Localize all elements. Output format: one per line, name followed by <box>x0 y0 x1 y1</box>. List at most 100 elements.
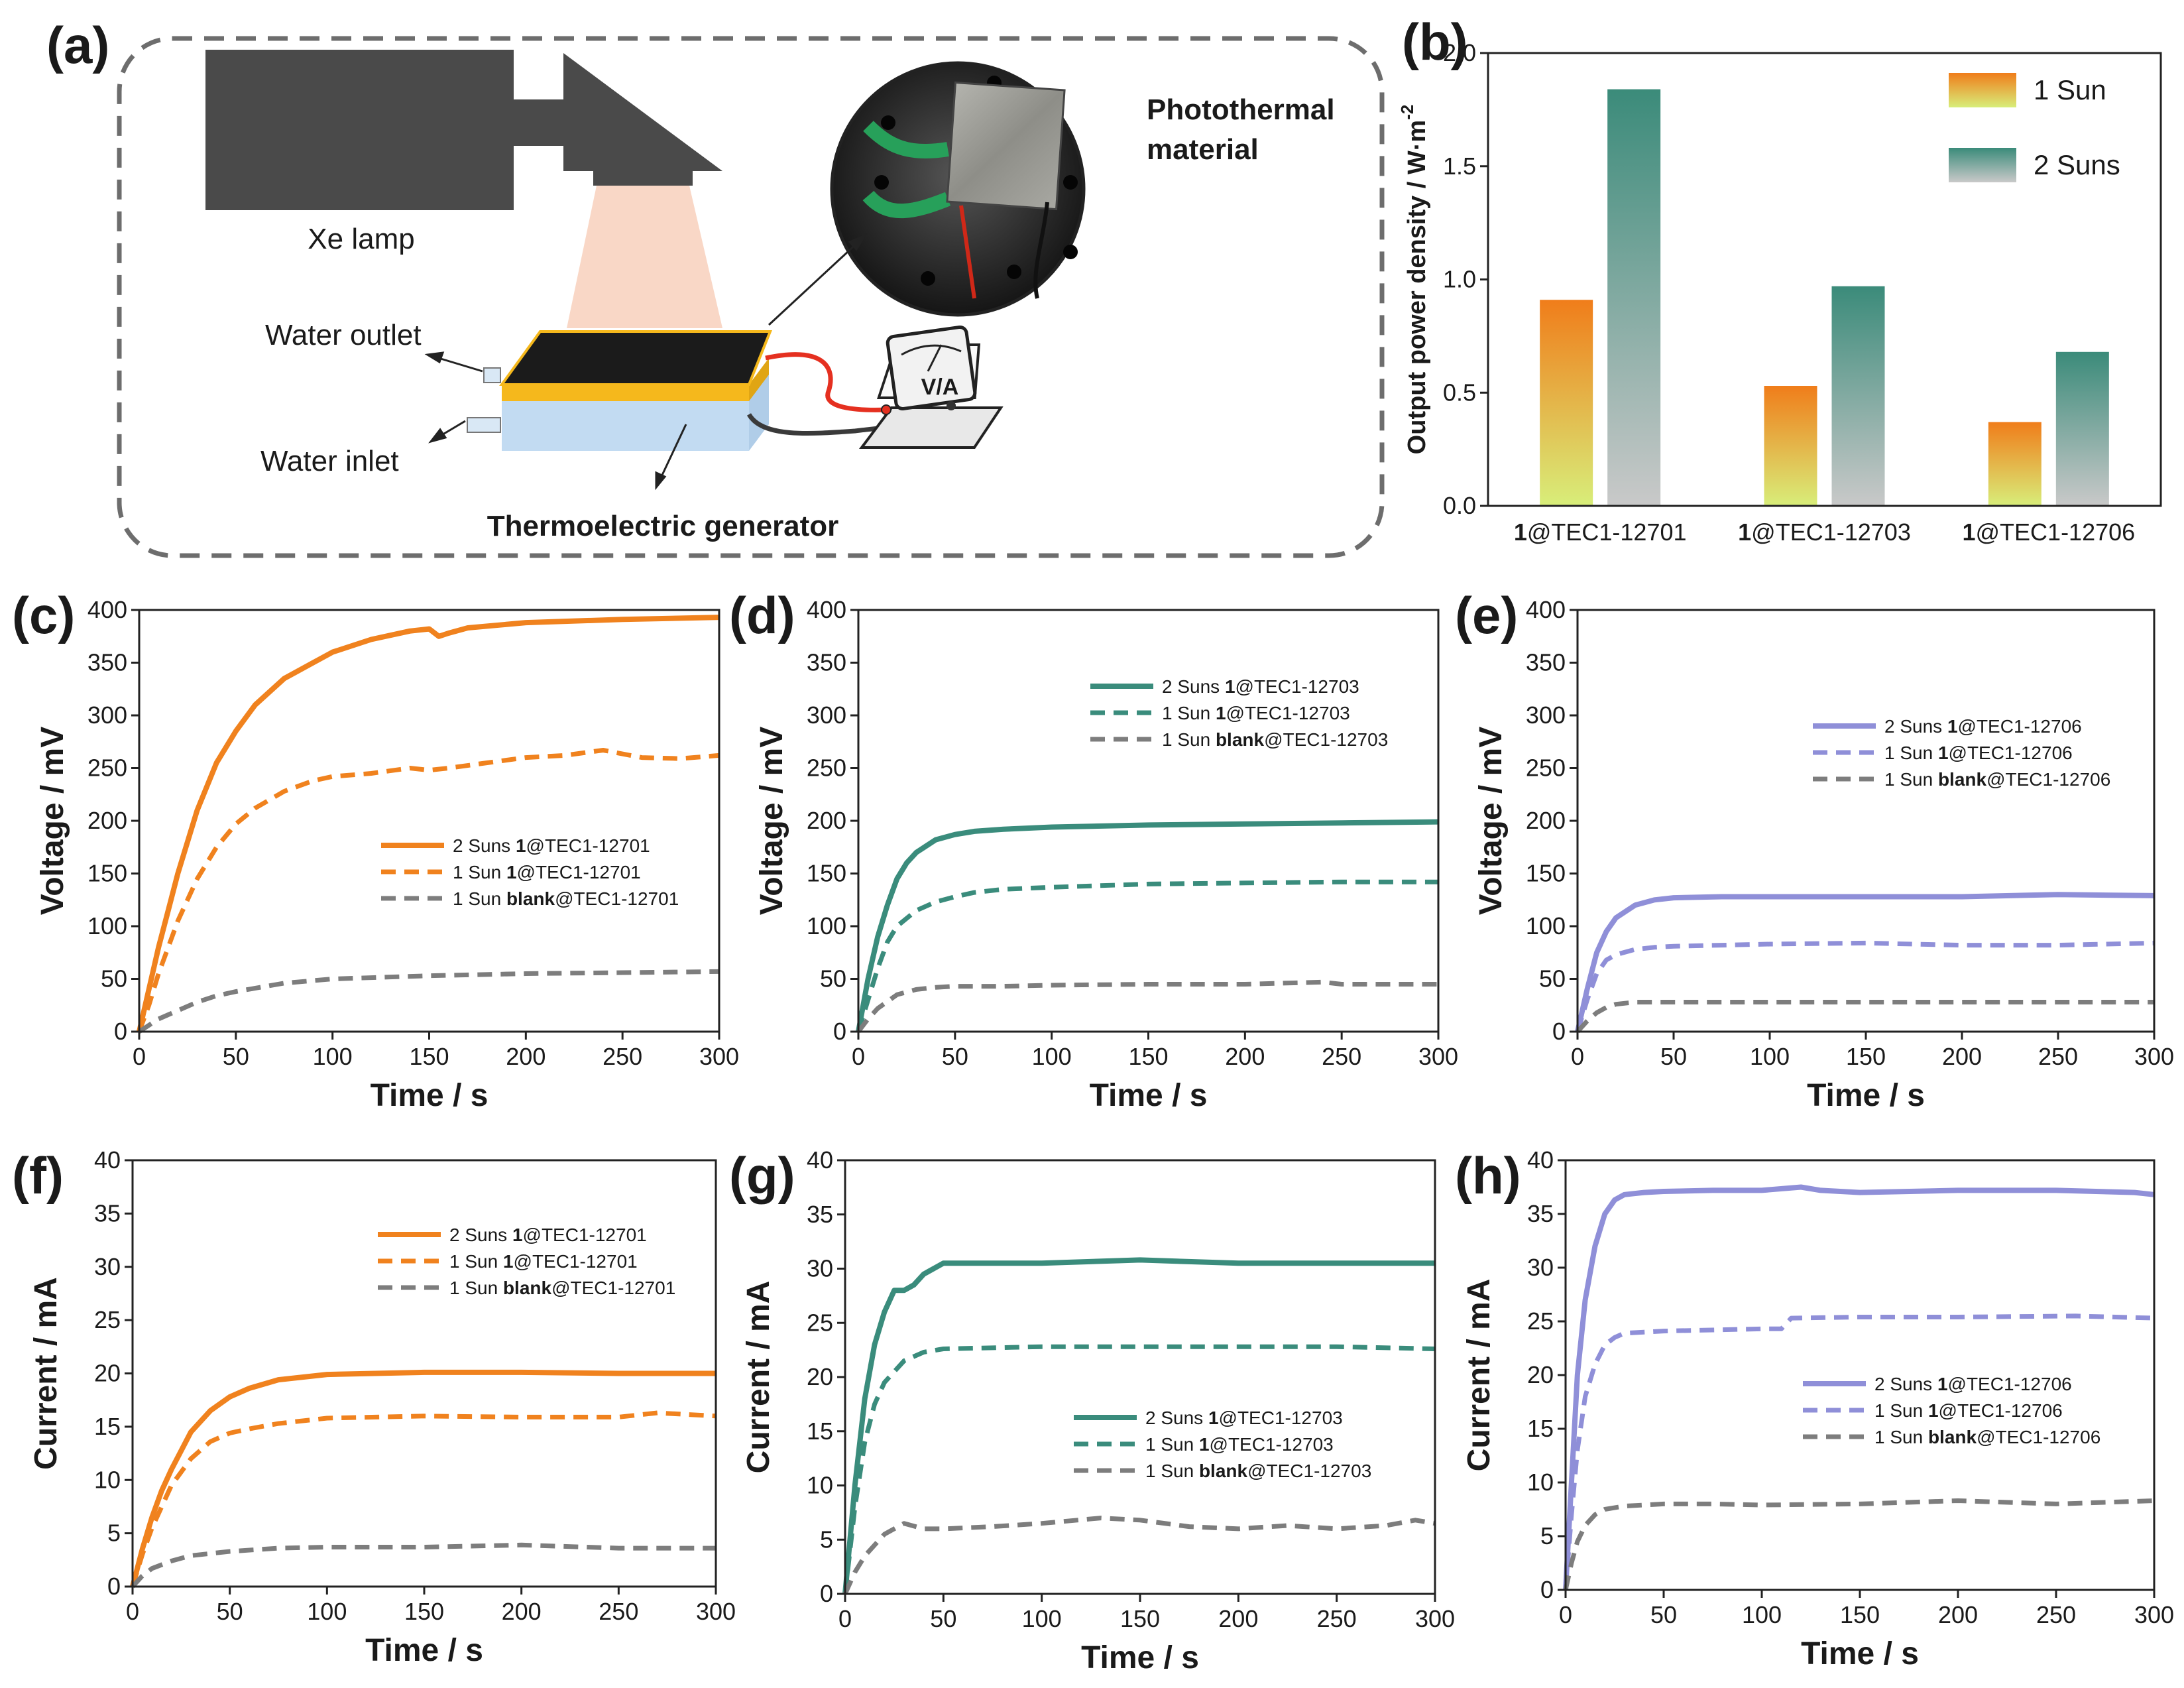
chart-e-xlabel: Time / s <box>1807 1078 1925 1113</box>
chart-f-ytick-4: 20 <box>94 1360 121 1387</box>
chart-c-xtick-3: 150 <box>409 1043 449 1070</box>
chart-e-xtick-1: 50 <box>1660 1043 1687 1070</box>
photothermal-label-line1: Photothermal <box>1147 93 1335 126</box>
chart-g-xtick-0: 0 <box>838 1605 852 1632</box>
chart-c-xtick-2: 100 <box>313 1043 353 1070</box>
panel-d-label: (d) <box>729 586 795 644</box>
chart-d-ytick-5: 250 <box>807 754 846 782</box>
multimeter-icon <box>859 325 1004 449</box>
chart-h-series-1 <box>1563 1313 2155 1591</box>
chart-f-legend-entry-1: 1 Sun 1@TEC1-12701 <box>449 1251 638 1272</box>
chart-f-xtick-1: 50 <box>217 1598 243 1625</box>
chart-g-xtick-3: 150 <box>1120 1605 1160 1632</box>
chart-f-series-0 <box>130 1369 716 1588</box>
chart-g-legend-entry-1: 1 Sun 1@TEC1-12703 <box>1145 1434 1334 1455</box>
chart-f-ytick-0: 0 <box>107 1573 121 1600</box>
chart-d-ytick-6: 300 <box>807 701 846 729</box>
chart-h-xtick-2: 100 <box>1742 1601 1782 1628</box>
chart-f-xlabel: Time / s <box>365 1633 483 1668</box>
generator-label: Thermoelectric generator <box>487 510 839 542</box>
annotation-arrows <box>424 233 868 491</box>
chart-e-xtick-5: 250 <box>2038 1043 2078 1070</box>
chart-e-ytick-6: 300 <box>1526 701 1566 729</box>
chart-b-bar-0-2 <box>1988 422 2041 506</box>
chart-c-legend-entry-0: 2 Suns 1@TEC1-12701 <box>453 835 650 856</box>
chart-d-xtick-4: 200 <box>1225 1043 1265 1070</box>
chart-f-ytick-2: 10 <box>94 1466 121 1493</box>
chart-h-ytick-8: 40 <box>1527 1146 1554 1174</box>
chart-d-xtick-3: 150 <box>1128 1043 1168 1070</box>
chart-b-category-1: 1@TEC1-12703 <box>1738 518 1911 546</box>
water-outlet-label: Water outlet <box>265 319 422 351</box>
chart-c-series-0 <box>137 615 720 1032</box>
chart-d-ytick-1: 50 <box>820 965 846 993</box>
chart-c-xtick-0: 0 <box>133 1043 146 1070</box>
chart-f-xtick-4: 200 <box>502 1598 542 1625</box>
chart-d-xtick-5: 250 <box>1322 1043 1361 1070</box>
chart-c-ytick-5: 250 <box>87 754 127 782</box>
chart-f-xtick-0: 0 <box>126 1598 139 1625</box>
chart-g-ytick-4: 20 <box>807 1363 833 1390</box>
chart-g-ytick-6: 30 <box>807 1255 833 1282</box>
chart-g-xtick-1: 50 <box>930 1605 956 1632</box>
chart-e-xtick-2: 100 <box>1750 1043 1790 1070</box>
chart-e-xtick-4: 200 <box>1942 1043 1982 1070</box>
chart-b-category-0: 1@TEC1-12701 <box>1514 518 1687 546</box>
chart-d-voltage: 0 50 100 150 200 250 300 0 50 100 150 200 250 300 350 4… <box>754 596 1458 1113</box>
chart-g-ytick-1: 5 <box>820 1526 833 1553</box>
schematic-border <box>117 36 1385 558</box>
chart-c-series-1 <box>137 748 720 1033</box>
chart-h-xlabel: Time / s <box>1801 1636 1919 1671</box>
chart-g-xtick-4: 200 <box>1218 1605 1258 1632</box>
light-beam <box>567 186 722 328</box>
chart-c-xtick-6: 300 <box>699 1043 739 1070</box>
chart-e-legend-entry-0: 2 Suns 1@TEC1-12706 <box>1884 716 2082 737</box>
chart-b-category-2: 1@TEC1-12706 <box>1962 518 2135 546</box>
chart-g-series-1 <box>842 1344 1436 1595</box>
chart-b-ytick-2: 1.0 <box>1443 266 1476 293</box>
chart-b-ytick-1: 0.5 <box>1443 379 1476 406</box>
chart-e-voltage: 0 50 100 150 200 250 300 0 50 100 150 200 250 300 350 4… <box>1473 596 2174 1113</box>
chart-e-series-2 <box>1576 1000 2154 1034</box>
chart-c-ytick-0: 0 <box>114 1018 127 1045</box>
red-wire <box>765 352 889 412</box>
photothermal-plate <box>499 330 772 386</box>
chart-d-xtick-6: 300 <box>1418 1043 1458 1070</box>
chart-c-xtick-4: 200 <box>506 1043 546 1070</box>
chart-c-ytick-4: 200 <box>87 807 127 834</box>
chart-g-ytick-8: 40 <box>807 1146 833 1174</box>
chart-d-legend-entry-1: 1 Sun 1@TEC1-12703 <box>1162 703 1350 723</box>
chart-e-ylabel: Voltage / mV <box>1473 727 1509 916</box>
chart-e-series-1 <box>1575 940 2155 1033</box>
panel-a-label: (a) <box>46 16 109 74</box>
chart-e-ytick-8: 400 <box>1526 596 1566 623</box>
chart-b-bar: 1@TEC1-12701 1@TEC1-12703 1@TEC1-12706 0.0 0… <box>1397 39 2162 546</box>
chart-b-legend-swatch-0 <box>1949 73 2016 107</box>
chart-f-xtick-3: 150 <box>404 1598 444 1625</box>
chart-c-xtick-5: 250 <box>603 1043 642 1070</box>
chart-d-xtick-1: 50 <box>942 1043 968 1070</box>
chart-h-xtick-5: 250 <box>2036 1601 2076 1628</box>
chart-d-series-0 <box>856 819 1439 1032</box>
xe-lamp-icon <box>205 50 722 210</box>
chart-c-legend-entry-1: 1 Sun 1@TEC1-12701 <box>453 862 641 882</box>
chart-d-ytick-0: 0 <box>833 1018 846 1045</box>
chart-e-xtick-0: 0 <box>1571 1043 1584 1070</box>
photothermal-photo-inset <box>830 61 1086 317</box>
chart-h-ylabel: Current / mA <box>1462 1279 1497 1472</box>
chart-b-legend-entry-0: 1 Sun <box>2034 74 2106 105</box>
chart-h-legend-entry-2: 1 Sun blank@TEC1-12706 <box>1874 1427 2100 1447</box>
chart-d-series-2 <box>856 979 1438 1034</box>
chart-e-ytick-4: 200 <box>1526 807 1566 834</box>
chart-g-ylabel: Current / mA <box>741 1281 776 1474</box>
chart-e-ytick-3: 150 <box>1526 860 1566 887</box>
xe-lamp-label: Xe lamp <box>308 223 414 255</box>
chart-c-ytick-3: 150 <box>87 860 127 887</box>
chart-b-ytick-3: 1.5 <box>1443 152 1476 180</box>
chart-h-ytick-6: 30 <box>1527 1254 1554 1281</box>
chart-d-series-1 <box>856 879 1438 1033</box>
chart-h-ytick-2: 10 <box>1527 1469 1554 1496</box>
chart-f-ytick-6: 30 <box>94 1253 121 1280</box>
panel-h-label: (h) <box>1455 1146 1521 1205</box>
panel-b-label: (b) <box>1402 13 1468 71</box>
